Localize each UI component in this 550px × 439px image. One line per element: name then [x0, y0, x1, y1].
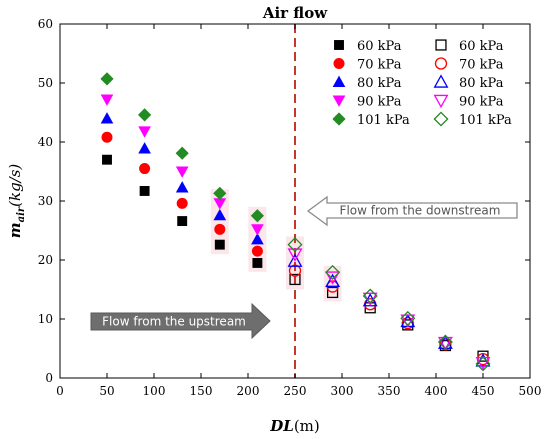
x-tick-label: 350	[378, 384, 401, 398]
x-tick-label: 400	[425, 384, 448, 398]
chart-title: Air flow	[262, 4, 328, 22]
data-point-filled-diamond	[138, 108, 152, 122]
legend-marker-filled-diamond	[332, 112, 346, 126]
data-point-filled-square	[214, 239, 225, 250]
y-tick-label: 20	[38, 253, 53, 267]
data-point-filled-triangle-down	[251, 224, 264, 236]
data-markers	[100, 72, 491, 372]
data-point-open-diamond	[475, 356, 491, 372]
x-axis-label: DL(m)	[269, 417, 320, 435]
legend-label: 60 kPa	[459, 39, 504, 54]
data-point-open-triangle-up	[287, 253, 303, 267]
legend-label: 80 kPa	[357, 76, 402, 91]
data-point-filled-circle	[176, 197, 188, 209]
y-tick-label: 10	[38, 312, 53, 326]
axis-ticks: 0 50 100 150 200 250 300 350 400 450 500 0 10 20 30 40 5…	[38, 17, 542, 398]
highlight-band	[210, 189, 229, 255]
legend-label: 90 kPa	[357, 95, 402, 110]
legend-label: 101 kPa	[459, 113, 512, 128]
data-point-filled-square	[139, 186, 150, 196]
y-axis-label-sub: air	[16, 206, 27, 222]
x-tick-label: 200	[237, 384, 260, 398]
data-point-open-diamond	[437, 334, 453, 350]
data-point-filled-triangle-down	[138, 126, 151, 138]
x-tick-label: 450	[472, 384, 495, 398]
legend-marker-open-diamond	[433, 111, 449, 127]
data-point-filled-square	[177, 216, 188, 227]
legend-marker-open-circle	[434, 57, 448, 70]
y-tick-label: 60	[38, 17, 53, 31]
legend-label: 70 kPa	[357, 58, 402, 73]
legend-marker-open-square	[435, 39, 447, 51]
legend-label: 101 kPa	[357, 113, 410, 128]
data-point-filled-triangle-up	[251, 233, 264, 245]
x-tick-label: 250	[284, 384, 307, 398]
legend: 60 kPa 70 kPa 80 kPa 90 kPa 101 kPa 60 kPa 70 …	[332, 39, 512, 128]
downstream-arrow-label: Flow from the downstream	[340, 204, 501, 218]
data-point-filled-triangle-up	[175, 181, 189, 193]
x-tick-label: 100	[143, 384, 166, 398]
legend-label: 70 kPa	[459, 58, 504, 73]
legend-marker-open-triangle-up	[433, 74, 449, 88]
data-point-open-triangle-down	[287, 248, 303, 262]
legend-marker-filled-triangle-down	[332, 95, 346, 107]
legend-marker-filled-square	[334, 40, 344, 50]
data-point-open-circle	[401, 316, 414, 330]
data-point-open-circle	[288, 264, 302, 277]
data-point-filled-diamond	[100, 72, 114, 86]
data-point-filled-triangle-up	[100, 112, 114, 124]
downstream-arrow	[306, 195, 518, 227]
x-tick-label: 300	[331, 384, 354, 398]
legend-label: 60 kPa	[357, 39, 402, 54]
x-tick-label: 0	[56, 384, 64, 398]
data-point-open-square	[289, 273, 301, 286]
data-point-open-diamond	[400, 310, 416, 326]
y-tick-label: 50	[38, 76, 53, 90]
data-point-filled-diamond	[213, 186, 227, 200]
y-tick-label: 40	[38, 135, 53, 149]
y-tick-label: 30	[38, 194, 53, 208]
data-point-filled-triangle-up	[138, 142, 151, 154]
data-point-open-square	[326, 286, 339, 299]
data-point-filled-circle	[214, 223, 226, 235]
legend-label: 90 kPa	[459, 95, 504, 110]
legend-marker-filled-triangle-up	[332, 75, 346, 88]
y-tick-label: 0	[45, 371, 53, 385]
x-axis-label-main: DL	[269, 417, 294, 435]
data-point-filled-square	[102, 154, 112, 165]
data-point-open-diamond	[325, 264, 341, 280]
legend-marker-open-triangle-down	[433, 94, 449, 109]
y-axis-label-main: m	[6, 222, 24, 238]
upstream-arrow-label: Flow from the upstream	[102, 315, 246, 329]
x-tick-label: 50	[99, 384, 114, 398]
x-tick-label: 150	[190, 384, 213, 398]
data-point-filled-diamond	[250, 209, 264, 223]
legend-marker-filled-circle	[333, 58, 345, 69]
data-point-filled-circle	[101, 131, 113, 143]
data-point-open-diamond	[362, 288, 378, 304]
data-point-filled-circle	[139, 163, 151, 175]
data-point-filled-circle	[251, 245, 263, 257]
data-point-filled-triangle-down	[100, 94, 114, 106]
data-point-filled-square	[252, 258, 263, 268]
data-point-open-triangle-down	[437, 336, 453, 351]
y-axis-label: mair(kg/s)	[6, 164, 27, 239]
x-tick-label: 500	[519, 384, 542, 398]
y-axis-label-unit: (kg/s)	[6, 164, 24, 207]
data-point-open-diamond	[287, 237, 303, 253]
annotation-arrows: Flow from the downstream Flow from the u…	[90, 195, 518, 340]
data-point-open-triangle-down	[325, 271, 341, 285]
data-point-filled-triangle-up	[213, 208, 227, 221]
data-point-open-triangle-down	[400, 314, 416, 328]
upstream-arrow	[90, 302, 271, 340]
x-axis-label-unit: (m)	[294, 417, 320, 435]
data-point-filled-triangle-down	[213, 198, 227, 210]
legend-label: 80 kPa	[459, 76, 504, 91]
data-point-filled-diamond	[175, 146, 189, 160]
data-point-filled-triangle-down	[175, 166, 189, 178]
data-point-open-triangle-up	[325, 273, 341, 287]
